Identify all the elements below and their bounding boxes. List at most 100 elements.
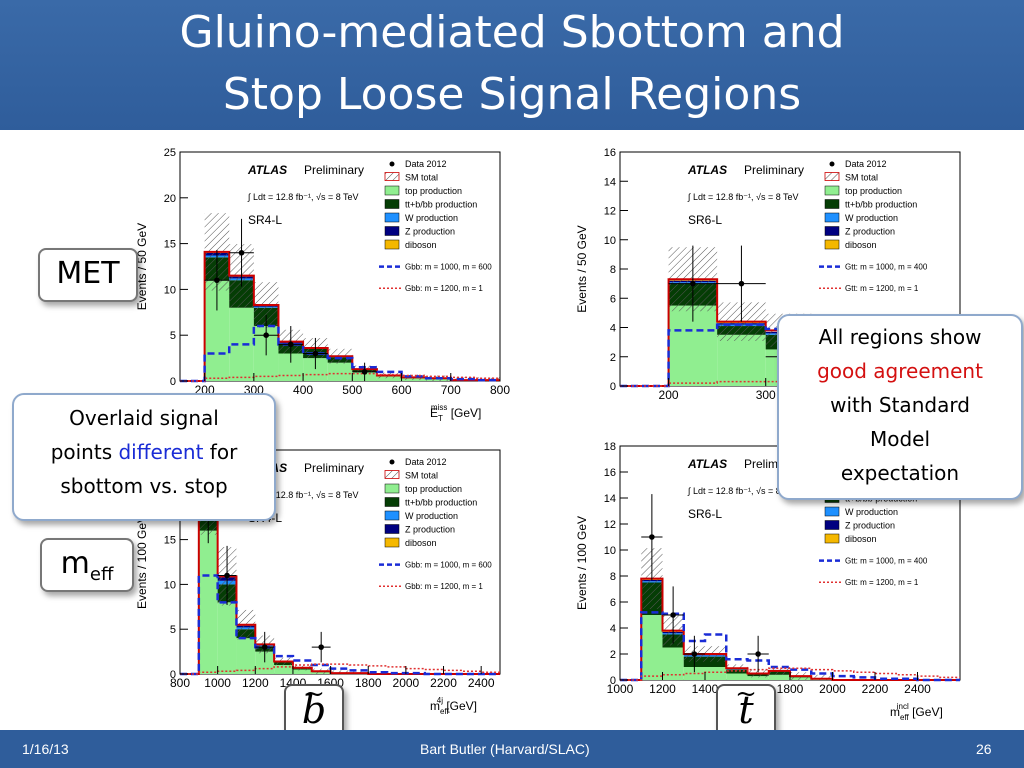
callout-overlaid-2c: for — [203, 440, 238, 464]
data-point — [670, 612, 676, 618]
data-point — [261, 644, 268, 650]
y-tick-label: 14 — [604, 493, 616, 505]
x-tick-label: 2000 — [819, 682, 846, 696]
legend-stack-label: diboson — [845, 534, 877, 544]
preliminary-label: Preliminary — [304, 163, 364, 177]
footer-page: 26 — [976, 741, 992, 757]
legend-stack-label: top production — [405, 186, 462, 196]
legend-stack-swatch — [384, 226, 400, 236]
callout-overlaid-2a: points — [50, 440, 119, 464]
stack-bar — [717, 334, 766, 386]
signal-line-2 — [180, 663, 500, 675]
legend-signal-label: Gbb: m = 1000, m = 600 — [405, 561, 492, 570]
x-tick-label: 300 — [756, 388, 776, 402]
legend-sm-label: SM total — [405, 471, 438, 481]
region-label: SR6-L — [688, 507, 722, 521]
legend-stack-swatch — [824, 533, 840, 544]
legend-signal-label: Gtt: m = 1000, m = 400 — [845, 557, 928, 566]
y-tick-label: 25 — [164, 147, 176, 159]
lumi-label: ∫ Ldt = 12.8 fb⁻¹, √s = 8 TeV — [247, 490, 359, 500]
y-tick-label: 16 — [604, 147, 616, 159]
stack-bar — [292, 669, 312, 674]
meff-label-main: m — [60, 546, 90, 581]
legend-stack-swatch — [824, 520, 840, 530]
callout-overlaid-line3: sbottom vs. stop — [60, 474, 228, 498]
y-tick-label: 16 — [604, 467, 616, 479]
legend-stack-label: top production — [405, 484, 462, 494]
y-tick-label: 10 — [604, 235, 616, 247]
legend-stack-label: W production — [405, 213, 458, 223]
data-point — [649, 534, 655, 540]
y-tick-label: 0 — [610, 381, 616, 393]
data-point — [263, 332, 269, 339]
legend-stack-swatch — [384, 239, 400, 250]
legend-stack-swatch — [384, 483, 400, 494]
y-tick-label: 4 — [610, 623, 616, 635]
y-tick-label: 18 — [604, 441, 616, 453]
data-point — [318, 644, 324, 650]
legend-stack-swatch — [824, 226, 840, 236]
x-axis-label: meff4j [GeV] — [430, 696, 477, 716]
y-tick-label: 8 — [610, 571, 616, 583]
callout-agreement: All regions show good agreement with Sta… — [777, 314, 1023, 500]
data-point — [690, 280, 696, 287]
slide-header: Gluino-mediated Sbottom and Stop Loose S… — [0, 0, 1024, 130]
x-tick-label: 1000 — [607, 682, 634, 696]
y-tick-label: 6 — [610, 597, 616, 609]
footer-date: 1/16/13 — [22, 741, 69, 757]
x-tick-label: 2200 — [430, 676, 457, 690]
preliminary-label: Preliminary — [744, 163, 804, 177]
stack-bar — [376, 376, 402, 381]
legend-stack-swatch — [384, 199, 400, 209]
x-tick-label: 800 — [490, 383, 510, 397]
legend-stack-label: Z production — [845, 521, 895, 531]
preliminary-label: Preliminary — [304, 461, 364, 475]
footer-author: Bart Butler (Harvard/SLAC) — [420, 741, 590, 757]
lumi-label: ∫ Ldt = 12.8 fb⁻¹, √s = 8 TeV — [687, 192, 799, 202]
legend-stack-swatch — [384, 537, 400, 548]
slide-title-line1: Gluino-mediated Sbottom and — [179, 7, 845, 58]
x-tick-label: 2400 — [904, 682, 931, 696]
callout-overlaid-line1: Overlaid signal — [69, 406, 219, 430]
sm-total-line — [620, 577, 960, 681]
y-tick-label: 10 — [604, 545, 616, 557]
x-tick-label: 2200 — [862, 682, 889, 696]
legend-stack-swatch — [824, 506, 840, 517]
data-point — [755, 651, 761, 657]
slide-footer: 1/16/13 Bart Butler (Harvard/SLAC) 26 — [0, 730, 1024, 768]
data-point — [238, 249, 245, 256]
legend-stack-swatch — [384, 212, 400, 223]
legend-stack-swatch — [384, 185, 400, 196]
legend-stack-label: top production — [845, 186, 902, 196]
legend-data-label: Data 2012 — [845, 159, 887, 169]
legend-signal-label: Gbb: m = 1000, m = 600 — [405, 263, 492, 272]
legend-data-label: Data 2012 — [405, 457, 447, 467]
y-tick-label: 0 — [170, 376, 176, 388]
legend-stack-label: tt+b/bb production — [405, 498, 477, 508]
y-tick-label: 8 — [610, 264, 616, 276]
legend-stack-label: W production — [845, 507, 898, 517]
callout-overlaid-line2: points different for — [14, 435, 274, 469]
legend-signal-label: Gbb: m = 1200, m = 1 — [405, 582, 483, 591]
y-tick-label: 14 — [604, 176, 616, 188]
y-axis-label: Events / 100 GeV — [135, 515, 149, 609]
met-label-text: MET — [56, 256, 120, 291]
data-point — [312, 350, 319, 357]
x-tick-label: 700 — [441, 383, 461, 397]
legend-stack-swatch — [824, 199, 840, 209]
uncertainty-band — [811, 674, 833, 680]
legend-stack-swatch — [384, 524, 400, 534]
stack-bar — [726, 673, 748, 680]
legend-sm-swatch — [384, 172, 400, 181]
stop-letter: t — [738, 688, 754, 732]
x-tick-label: 1000 — [204, 676, 231, 690]
y-axis-label: Events / 100 GeV — [575, 516, 589, 610]
y-tick-label: 15 — [164, 239, 176, 251]
y-tick-label: 4 — [610, 323, 616, 335]
x-tick-label: 1200 — [242, 676, 269, 690]
lumi-label: ∫ Ldt = 12.8 fb⁻¹, √s = 8 TeV — [247, 192, 359, 202]
legend-stack-label: diboson — [845, 240, 877, 250]
legend-stack-label: tt+b/bb production — [405, 200, 477, 210]
meff-label-sub: eff — [89, 564, 114, 585]
legend-signal-label: Gtt: m = 1200, m = 1 — [845, 284, 919, 293]
